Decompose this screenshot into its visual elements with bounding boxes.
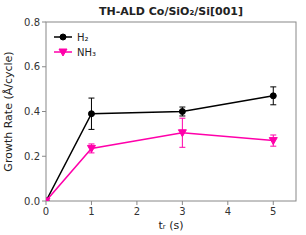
point: [270, 93, 276, 99]
point: [269, 138, 277, 145]
x-axis-label: tᵣ (s): [159, 219, 184, 232]
x-tick: [46, 201, 47, 205]
y-axis-label: Growth Rate (Å/cycle): [2, 51, 15, 171]
point: [46, 198, 49, 201]
y-tick: [42, 201, 46, 202]
plot-area: [46, 87, 277, 201]
y-tick-label: 0.4: [24, 106, 40, 117]
error-bar: [179, 107, 185, 116]
x-tick-label: 5: [270, 206, 276, 217]
y-tick-label: 0.0: [24, 196, 40, 207]
x-tick-label: 3: [179, 206, 185, 217]
error-bar: [179, 118, 185, 147]
legend: H₂ NH₃: [54, 32, 96, 58]
legend-marker: [60, 34, 66, 40]
series-line: [46, 133, 273, 201]
error-bar: [270, 135, 276, 146]
y-tick: [42, 66, 46, 67]
point: [179, 109, 185, 115]
legend-marker: [59, 49, 67, 56]
error-bar: [270, 87, 276, 105]
chart: 0 1 2 3 4 5 0.0 0.2 0.4 0.6 0.8 tᵣ (s) Growth Rate (…: [0, 0, 306, 235]
x-tick: [227, 201, 228, 205]
y-tick-label: 0.8: [24, 17, 40, 28]
x-tick-label: 0: [43, 206, 49, 217]
point: [88, 111, 94, 117]
y-tick-label: 0.2: [24, 151, 40, 162]
point: [178, 130, 186, 137]
legend-label: NH₃: [77, 47, 96, 58]
y-tick: [42, 22, 46, 23]
y-tick: [42, 156, 46, 157]
title: TH-ALD Co/SiO₂/Si[001]: [99, 5, 243, 18]
x-tick-label: 1: [88, 206, 94, 217]
y-tick: [42, 111, 46, 112]
error-bar: [88, 98, 94, 129]
legend-label: H₂: [77, 32, 89, 43]
point: [87, 145, 95, 152]
x-tick-label: 4: [225, 206, 231, 217]
x-tick: [91, 201, 92, 205]
x-tick: [273, 201, 274, 205]
point: [46, 198, 50, 201]
x-tick-label: 2: [134, 206, 140, 217]
plot-frame: [46, 22, 296, 201]
series-line: [46, 96, 273, 201]
x-tick: [136, 201, 137, 205]
error-bar: [88, 144, 94, 153]
x-tick: [182, 201, 183, 205]
y-tick-label: 0.6: [24, 61, 40, 72]
